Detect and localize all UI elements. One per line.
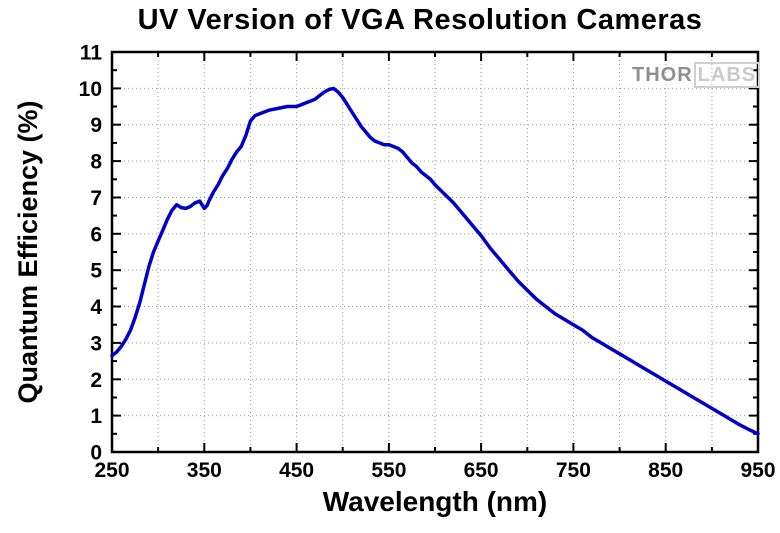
x-tick-label: 550: [371, 459, 406, 482]
x-tick-label: 450: [279, 459, 314, 482]
plot-border: [110, 50, 760, 454]
y-tick-label: 3: [90, 332, 102, 355]
thorlabs-watermark-labs: LABS: [693, 62, 761, 88]
gridlines: [112, 52, 758, 452]
y-tick-label: 0: [90, 442, 102, 465]
y-tick-label: 9: [90, 114, 102, 137]
x-tick-label: 650: [464, 459, 499, 482]
chart-title: UV Version of VGA Resolution Cameras: [137, 4, 703, 36]
y-tick-label: 2: [90, 369, 102, 392]
y-tick-label: 1: [90, 405, 102, 428]
y-tick-label: 8: [90, 151, 102, 174]
y-tick-label: 10: [79, 78, 102, 101]
x-axis-ticks: 250 350 450 550 650 750 850 950: [94, 52, 776, 482]
y-tick-label: 5: [90, 260, 102, 283]
x-tick-label: 750: [556, 459, 591, 482]
x-tick-label: 350: [187, 459, 222, 482]
x-tick-label: 950: [740, 459, 775, 482]
y-axis-ticks: 0 1 2 3 4 5 6 7 8 9 10 11: [79, 42, 758, 465]
thorlabs-watermark: THOR LABS: [632, 62, 761, 88]
x-tick-label: 850: [648, 459, 683, 482]
y-tick-label: 11: [80, 42, 103, 65]
x-axis-label: Wavelength (nm): [322, 486, 548, 517]
thorlabs-watermark-thor: THOR: [632, 64, 693, 86]
y-tick-label: 4: [90, 296, 102, 319]
quantum-efficiency-curve: [110, 86, 760, 436]
x-tick-label: 250: [94, 459, 129, 482]
y-tick-label: 7: [90, 187, 102, 210]
y-tick-label: 6: [90, 223, 102, 246]
